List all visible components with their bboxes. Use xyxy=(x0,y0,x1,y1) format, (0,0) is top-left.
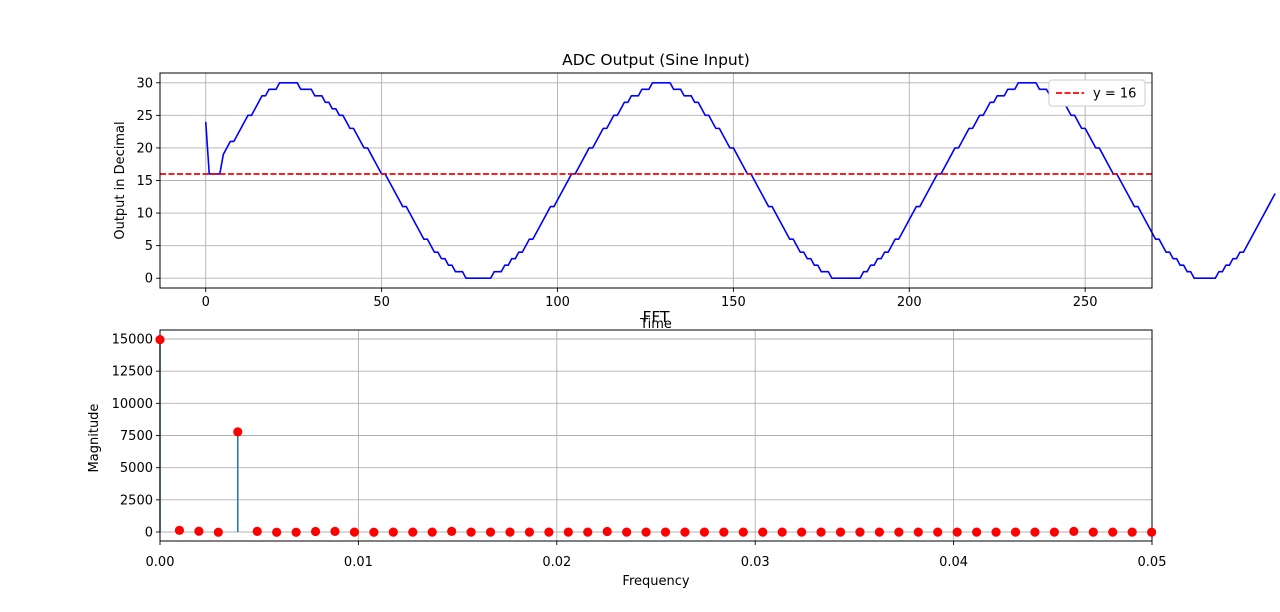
fft-marker xyxy=(719,527,729,537)
fft-marker xyxy=(699,527,710,537)
fft-x-axis-label: Frequency xyxy=(622,574,689,589)
fft-marker xyxy=(855,527,865,537)
fft-marker xyxy=(272,527,282,537)
fft-marker xyxy=(194,526,204,536)
fft-marker xyxy=(835,527,846,537)
fft-ticks: 0.00 0.01 0.02 0.03 0.04 0.05 0 2500 5000 7500 100… xyxy=(112,333,1167,570)
fft-marker xyxy=(777,527,787,537)
fft-marker xyxy=(563,527,573,537)
fft-marker xyxy=(369,527,379,537)
fft-marker xyxy=(1108,527,1118,537)
fft-marker xyxy=(680,527,690,537)
fft-stems xyxy=(159,339,1153,533)
fft-marker xyxy=(310,526,321,537)
fft-plot-frame xyxy=(159,329,1153,542)
fft-marker xyxy=(447,526,457,536)
fft-grid xyxy=(159,330,1153,541)
fft-marker xyxy=(544,527,554,537)
adc-y-tick-label: 25 xyxy=(136,109,153,124)
fft-marker xyxy=(330,526,340,536)
fft-marker xyxy=(641,527,651,537)
fft-marker xyxy=(952,527,962,537)
fft-marker xyxy=(874,527,884,537)
adc-y-tick-label: 10 xyxy=(136,207,153,222)
fft-marker xyxy=(972,527,982,537)
fft-marker xyxy=(1088,527,1098,537)
fft-marker xyxy=(602,526,612,537)
adc-y-tick-label: 0 xyxy=(145,272,153,287)
adc-x-tick-label: 50 xyxy=(373,295,390,310)
fft-marker xyxy=(174,525,185,535)
adc-y-tick-label: 15 xyxy=(136,174,153,189)
fft-y-tick-label: 0 xyxy=(145,525,153,540)
legend-box xyxy=(1048,79,1146,107)
fft-marker xyxy=(1010,527,1021,537)
fft-marker xyxy=(291,527,301,537)
fft-chart: 0.00 0.01 0.02 0.03 0.04 0.05 0 2500 5000 7500 100… xyxy=(87,308,1166,589)
fft-y-tick-label: 2500 xyxy=(120,493,153,508)
fft-marker xyxy=(991,527,1001,537)
fft-marker xyxy=(622,527,632,537)
fft-marker xyxy=(758,527,768,537)
adc-chart: ADC Output (Sine Input) 0 50 100 150 200 2500… xyxy=(113,51,1276,310)
adc-x-tick-label: 100 xyxy=(545,295,570,310)
fft-x-tick-label: 0.04 xyxy=(939,555,968,570)
adc-x-tick-label: 0 xyxy=(202,295,210,310)
adc-y-tick-label: 5 xyxy=(145,239,153,254)
fft-marker xyxy=(913,527,923,537)
fft-marker xyxy=(155,335,165,345)
fft-marker xyxy=(894,527,904,537)
adc-y-tick-label: 20 xyxy=(136,141,153,156)
fft-chart-title: FFT xyxy=(642,308,670,326)
fft-y-tick-label: 7500 xyxy=(120,429,153,444)
fft-marker xyxy=(213,527,223,537)
fft-marker xyxy=(660,527,671,537)
fft-y-tick-label: 12500 xyxy=(112,365,153,380)
adc-x-tick-label: 200 xyxy=(897,295,922,310)
adc-ticks: 0 50 100 150 200 250 0 5 10 15 20 25 30 xyxy=(136,76,1097,310)
fft-marker xyxy=(524,527,535,537)
fft-x-tick-label: 0.00 xyxy=(146,555,175,570)
fft-y-tick-label: 5000 xyxy=(120,461,153,476)
fft-marker xyxy=(388,527,398,537)
fft-marker xyxy=(816,527,826,537)
fft-marker xyxy=(252,526,262,536)
fft-marker xyxy=(466,527,476,537)
adc-grid xyxy=(160,73,1152,288)
fft-x-tick-label: 0.03 xyxy=(741,555,770,570)
fft-marker xyxy=(797,527,807,537)
fft-marker xyxy=(233,427,243,437)
fft-marker xyxy=(349,527,360,537)
adc-y-tick-label: 30 xyxy=(136,76,153,91)
fft-marker xyxy=(583,527,593,537)
fft-marker xyxy=(1030,527,1040,537)
adc-lines xyxy=(160,81,1276,280)
adc-x-tick-label: 150 xyxy=(721,295,746,310)
fft-marker xyxy=(1147,527,1157,537)
adc-x-tick-label: 250 xyxy=(1073,295,1098,310)
fft-x-tick-label: 0.05 xyxy=(1138,555,1167,570)
fft-x-tick-label: 0.02 xyxy=(542,555,571,570)
fft-marker xyxy=(1049,527,1059,537)
fft-marker xyxy=(933,527,943,537)
fft-marker xyxy=(505,527,515,537)
adc-plot-frame xyxy=(159,72,1153,289)
adc-y-axis-label: Output in Decimal xyxy=(113,121,128,239)
adc-legend: y = 16 xyxy=(1048,79,1146,107)
fft-marker xyxy=(738,527,748,537)
adc-chart-title: ADC Output (Sine Input) xyxy=(562,51,750,69)
fft-markers xyxy=(155,335,1157,537)
fft-marker xyxy=(485,527,496,537)
legend-label-y16: y = 16 xyxy=(1093,87,1136,102)
fft-marker xyxy=(1069,526,1079,536)
adc-x-axis-label: Time xyxy=(639,317,672,332)
fft-y-axis-label: Magnitude xyxy=(87,404,102,473)
fft-y-tick-label: 10000 xyxy=(112,397,153,412)
fft-marker xyxy=(427,527,437,537)
fft-x-tick-label: 0.01 xyxy=(344,555,373,570)
fft-y-tick-label: 15000 xyxy=(112,333,153,348)
fft-marker xyxy=(1127,527,1137,537)
fft-marker xyxy=(408,527,418,537)
